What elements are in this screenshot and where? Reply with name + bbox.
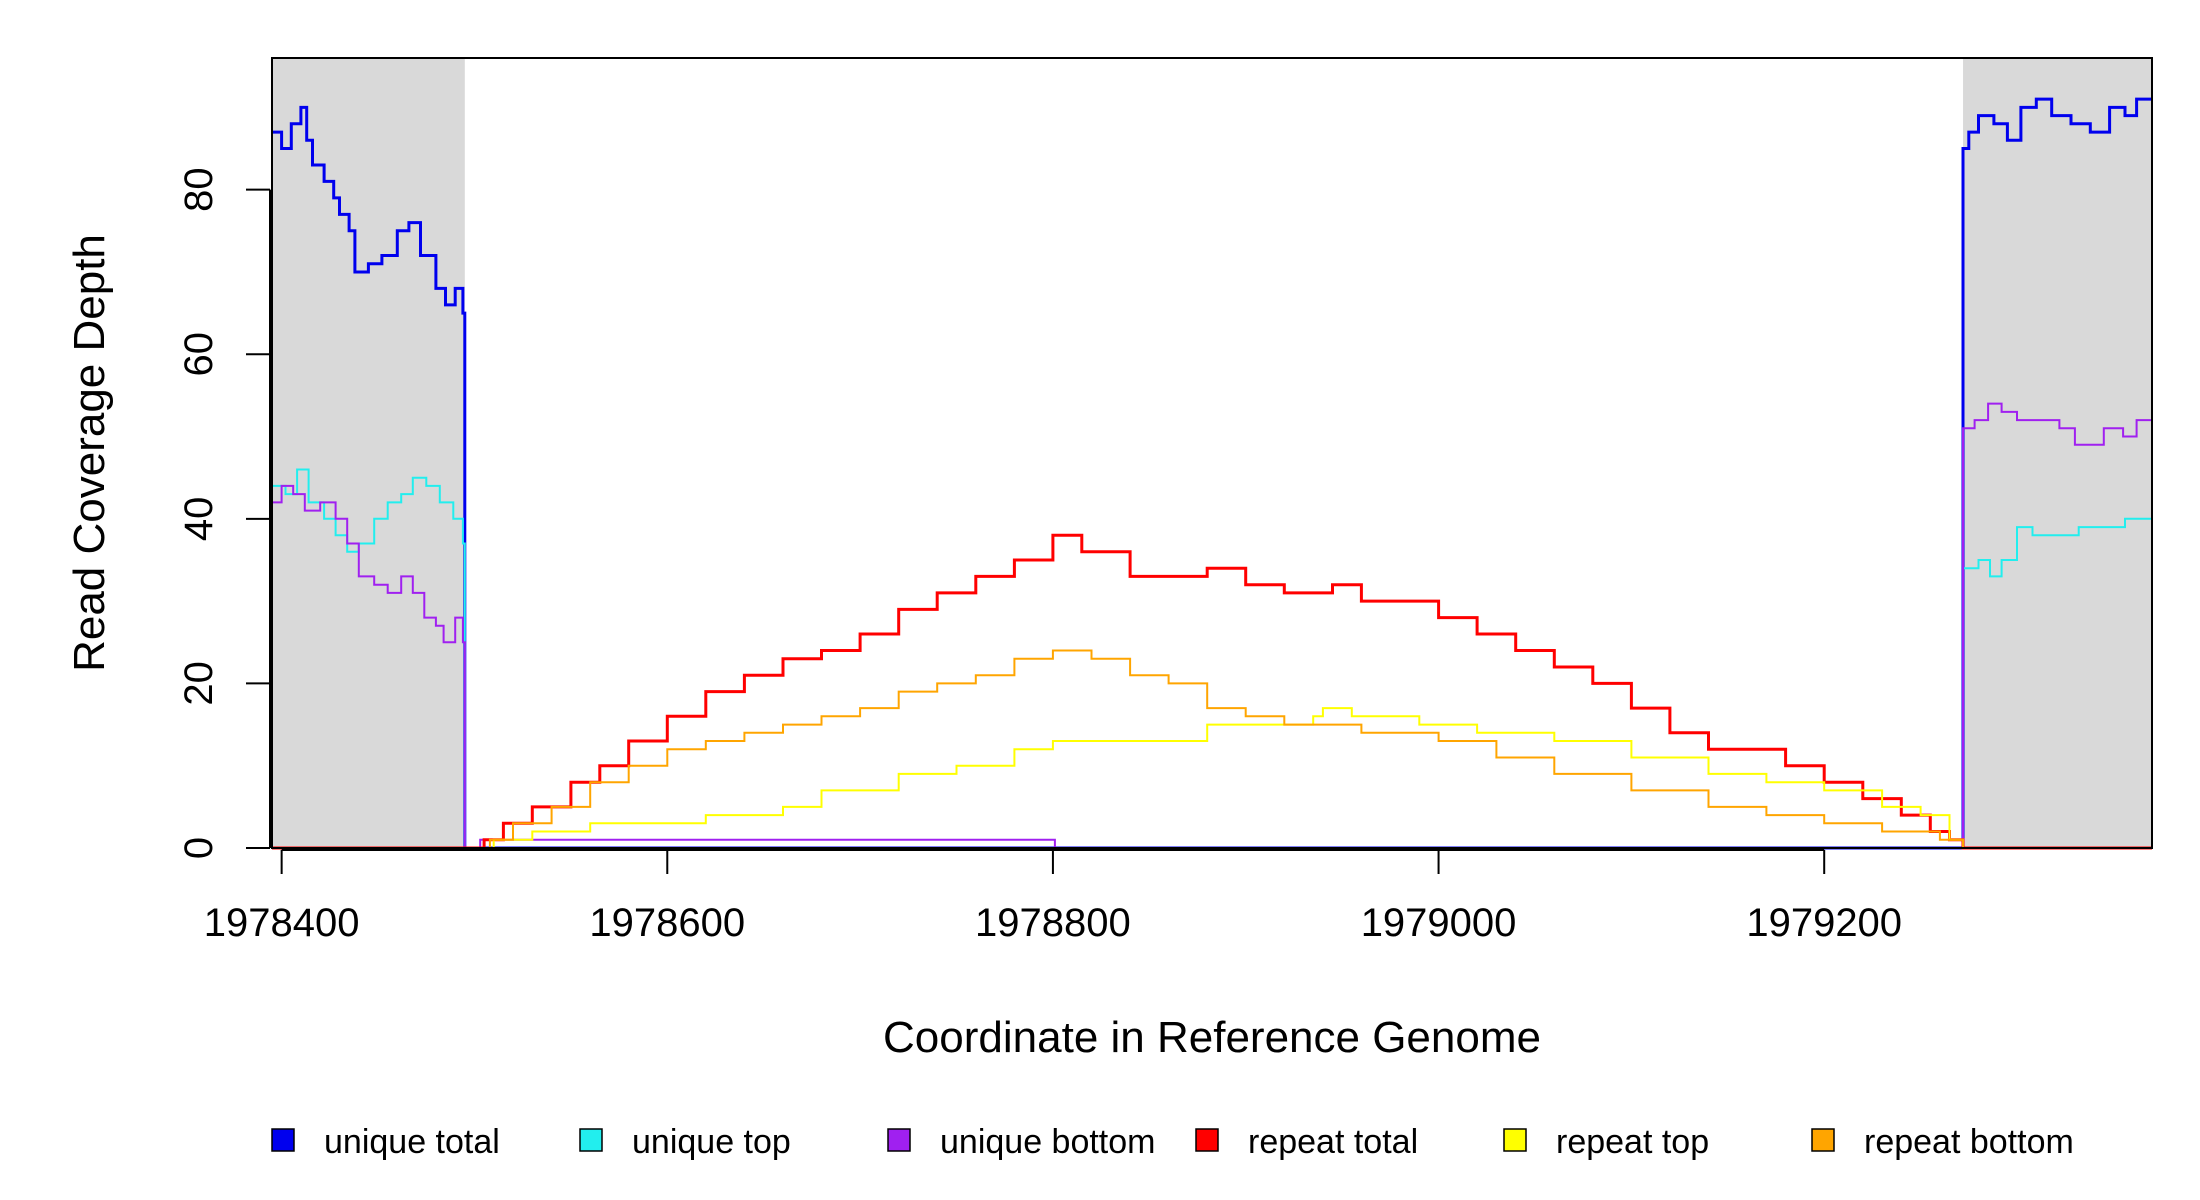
legend-swatch bbox=[579, 1128, 603, 1152]
series-line-repeat-total bbox=[272, 533, 2152, 850]
legend-label: unique total bbox=[324, 1123, 500, 1161]
y-axis: 0 20 40 60 80 bbox=[177, 167, 271, 859]
legend-item-repeat-top: repeat top bbox=[1503, 1123, 1709, 1161]
legend-swatch bbox=[1503, 1128, 1527, 1152]
legend-swatch bbox=[1195, 1128, 1219, 1152]
legend-swatch bbox=[887, 1128, 911, 1152]
x-axis: 1978400 1978600 1978800 1979000 1979200 bbox=[204, 849, 1902, 945]
legend-item-repeat-bottom: repeat bottom bbox=[1811, 1123, 2074, 1161]
legend-label: unique top bbox=[632, 1123, 791, 1161]
legend-item-unique-bottom: unique bottom bbox=[887, 1123, 1156, 1161]
x-tick-label: 1978600 bbox=[589, 901, 745, 945]
legend-label: repeat total bbox=[1248, 1123, 1418, 1161]
y-tick-label: 20 bbox=[177, 661, 221, 706]
shaded-regions bbox=[272, 58, 2152, 848]
y-tick-label: 80 bbox=[177, 167, 221, 212]
shaded-region-1 bbox=[272, 58, 465, 848]
legend: unique total unique top unique bottom repea… bbox=[271, 1123, 2074, 1161]
legend-label: repeat top bbox=[1556, 1123, 1709, 1161]
x-tick-label: 1978400 bbox=[204, 901, 360, 945]
plot-frame bbox=[271, 57, 2153, 849]
legend-swatch bbox=[1811, 1128, 1835, 1152]
x-tick-label: 1978800 bbox=[975, 901, 1131, 945]
y-axis-title: Read Coverage Depth bbox=[65, 234, 114, 672]
legend-item-unique-total: unique total bbox=[271, 1123, 500, 1161]
legend-label: unique bottom bbox=[940, 1123, 1156, 1161]
y-tick-label: 40 bbox=[177, 497, 221, 542]
y-tick-label: 0 bbox=[177, 837, 221, 859]
series-line-unique-bottom bbox=[272, 402, 2152, 849]
shaded-region-2 bbox=[1963, 58, 2152, 848]
series-lines bbox=[272, 97, 2153, 850]
y-tick-label: 60 bbox=[177, 332, 221, 377]
legend-swatch bbox=[271, 1128, 295, 1152]
series-line-repeat-top bbox=[272, 707, 2152, 849]
legend-item-unique-top: unique top bbox=[579, 1123, 791, 1161]
series-line-repeat-bottom bbox=[272, 649, 2152, 849]
legend-item-repeat-total: repeat total bbox=[1195, 1123, 1418, 1161]
series-line-unique-top bbox=[272, 468, 2153, 849]
x-tick-label: 1979000 bbox=[1361, 901, 1517, 945]
legend-label: repeat bottom bbox=[1864, 1123, 2074, 1161]
x-tick-label: 1979200 bbox=[1746, 901, 1902, 945]
x-axis-title: Coordinate in Reference Genome bbox=[883, 1013, 1541, 1062]
series-line-unique-total bbox=[272, 97, 2152, 850]
